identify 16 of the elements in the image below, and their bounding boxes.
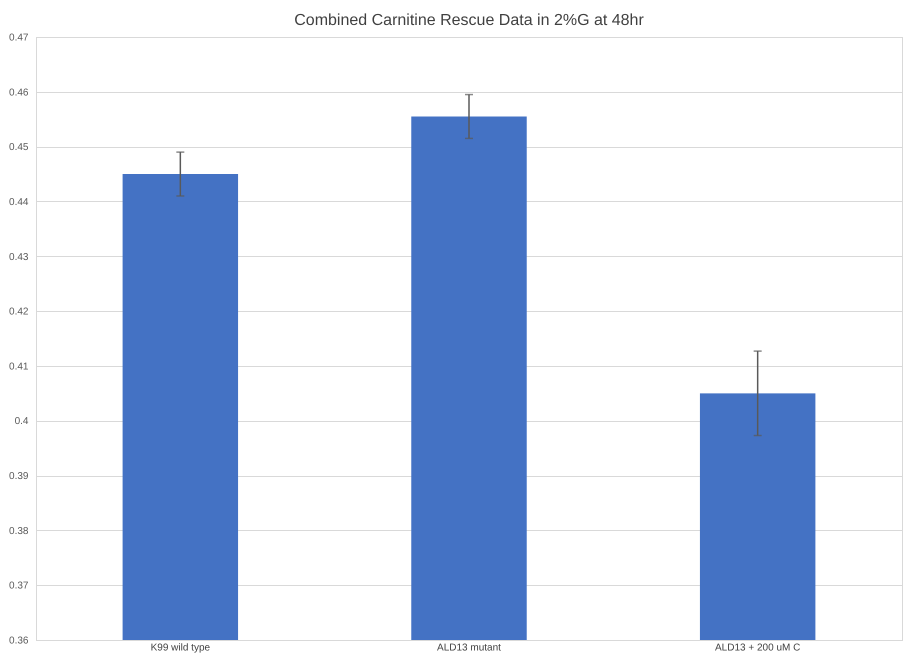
y-tick-label: 0.47 [9, 32, 29, 44]
y-tick-label: 0.45 [9, 142, 29, 154]
y-tick-label: 0.37 [9, 580, 29, 592]
y-tick-label: 0.44 [9, 196, 29, 208]
x-tick-label: K99 wild type [150, 642, 211, 654]
y-tick-label: 0.36 [9, 636, 29, 646]
chart-title: Combined Carnitine Rescue Data in 2%G at 48hr [294, 12, 644, 29]
y-tick-label: 0.39 [9, 471, 29, 482]
y-tick-label: 0.41 [9, 361, 29, 372]
y-tick-label: 0.4 [14, 416, 29, 428]
y-tick-label: 0.38 [9, 526, 29, 537]
y-tick-label: 0.46 [9, 87, 29, 98]
x-tick-label: ALD13 + 200 uM C [715, 642, 800, 654]
y-tick-label: 0.43 [9, 252, 29, 263]
y-tick-label: 0.42 [9, 306, 29, 318]
x-tick-label: ALD13 mutant [437, 642, 502, 654]
